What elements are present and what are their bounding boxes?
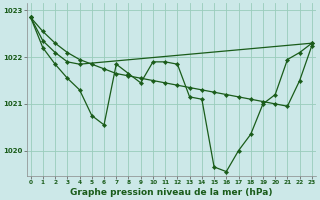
X-axis label: Graphe pression niveau de la mer (hPa): Graphe pression niveau de la mer (hPa)	[70, 188, 273, 197]
